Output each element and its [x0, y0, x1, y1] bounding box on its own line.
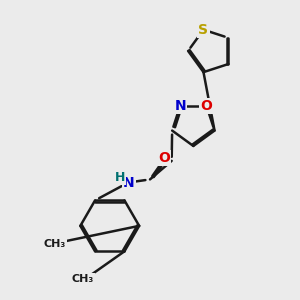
Text: CH₃: CH₃ — [71, 274, 94, 284]
Text: H: H — [115, 171, 125, 184]
Text: O: O — [158, 151, 170, 165]
Text: N: N — [123, 176, 135, 190]
Text: O: O — [200, 99, 212, 112]
Text: N: N — [174, 99, 186, 112]
Text: S: S — [199, 23, 208, 37]
Text: CH₃: CH₃ — [44, 239, 66, 249]
